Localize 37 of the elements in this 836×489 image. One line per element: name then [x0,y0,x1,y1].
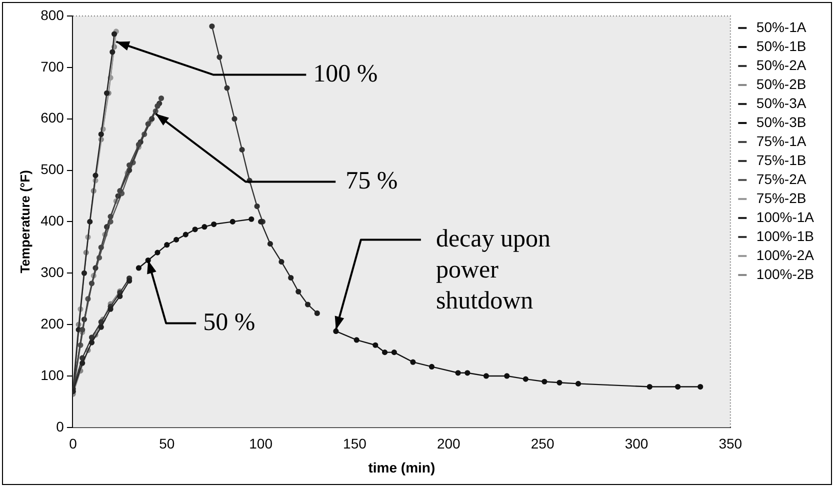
y-tick-label: 100 [40,366,64,383]
annotation: 100 % [313,60,378,88]
legend-label: 50%-2A [756,56,807,73]
legend-label: 75%-2A [756,170,807,187]
legend-label: 50%-3A [756,94,807,111]
y-axis-title: Temperature (°F) [17,170,32,274]
x-tick-label: 300 [624,436,648,452]
annotation: decay upon power shutdown [436,225,551,314]
legend-label: 50%-1B [756,38,806,54]
legend-label: 75%-1B [756,152,806,168]
y-tick-label: 500 [40,161,64,178]
y-tick-label: 200 [40,315,64,332]
legend-label: 100%-2A [756,246,815,263]
x-tick-label: 0 [69,436,78,452]
annotation: 50 % [203,308,256,336]
y-tick-label: 400 [40,212,64,229]
legend-label: 75%-2B [756,190,806,206]
x-tick-label: 200 [436,436,461,452]
y-tick-label: 600 [40,110,64,126]
legend-label: 50%-3B [756,114,806,130]
x-tick-label: 150 [343,436,367,452]
x-tick-label: 50 [159,436,175,452]
y-tick-label: 0 [56,418,64,434]
x-tick-label: 100 [249,436,273,452]
y-tick-label: 300 [40,264,64,280]
annotation: 75 % [346,167,398,194]
legend-label: 100%-1A [756,208,815,225]
x-tick-label: 350 [718,436,742,452]
y-tick-label: 800 [40,6,64,23]
legend-label: 75%-1A [756,132,807,149]
legend-label: 50%-2B [756,76,806,92]
legend-label: 50%-1A [756,18,807,35]
x-tick-label: 250 [530,436,554,452]
y-tick-label: 700 [40,58,64,74]
x-axis-title: time (min) [368,459,436,476]
legend-label: 100%-1B [756,228,814,244]
legend-label: 100%-2B [756,266,814,282]
